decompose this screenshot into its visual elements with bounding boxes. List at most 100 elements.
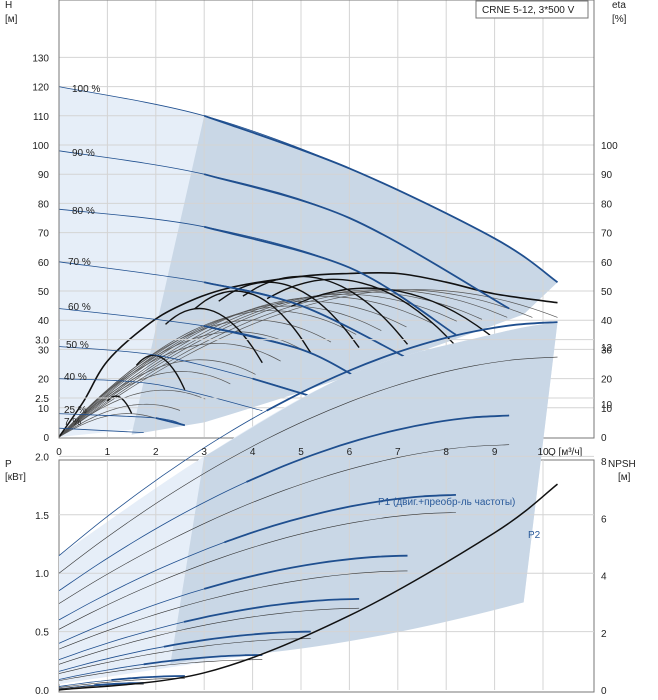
flow-tick-label: 2 — [153, 447, 159, 458]
npsh-tick-label: 12 — [601, 343, 613, 354]
head-curve-40 — [58, 378, 263, 412]
speed-label: 25 % — [64, 405, 87, 416]
eta-tick-label: 80 — [601, 199, 613, 210]
flow-tick-label: 5 — [298, 447, 304, 458]
power-p1-curve-bold — [143, 654, 263, 666]
eta-tick-label: 70 — [601, 229, 613, 240]
head-curve-bold — [155, 417, 186, 427]
power-tick-label: 2.0 — [35, 452, 49, 463]
power-tick-label: 1.0 — [35, 569, 49, 580]
power-p1-curve-bold — [224, 494, 456, 544]
flow-tick-label: 6 — [347, 447, 353, 458]
flow-tick-label: 10 — [537, 447, 549, 458]
flow-tick-label: 4 — [250, 447, 256, 458]
efficiency-curve-operating — [165, 307, 263, 364]
npsh-axis-name: NPSH — [608, 459, 636, 470]
head-axis-name: H — [5, 0, 12, 11]
efficiency-curve-operating — [291, 287, 510, 352]
head-curve-bold — [203, 225, 457, 336]
eta-tick-label: 50 — [601, 287, 613, 298]
npsh-tick-label: 8 — [601, 457, 607, 468]
npsh-tick-label: 6 — [601, 514, 607, 525]
power-p2-curve — [58, 512, 456, 630]
speed-label: 70 % — [68, 257, 91, 268]
head-tick-label: 90 — [38, 170, 50, 181]
efficiency-curve — [58, 403, 181, 438]
npsh-curve — [58, 483, 558, 691]
power-tick-label: 0.5 — [35, 628, 49, 639]
efficiency-curve — [58, 289, 558, 438]
operating-area — [131, 115, 558, 435]
head-tick-label: 50 — [38, 287, 50, 298]
eta-tick-label: 30 — [601, 345, 613, 356]
npsh-tick-label: 10 — [601, 400, 613, 411]
efficiency-curve — [58, 371, 231, 438]
efficiency-curve — [58, 319, 332, 438]
power-axis-name: P — [5, 459, 12, 470]
npsh-axis-unit: [м] — [618, 472, 631, 483]
head-tick-label: 0 — [43, 433, 49, 444]
head-tick-label: 30 — [38, 345, 50, 356]
speed-label: 100 % — [72, 84, 100, 95]
efficiency-curve-operating — [194, 290, 312, 354]
power-p1-curve-bold — [246, 414, 510, 483]
efficiency-curve — [58, 413, 155, 438]
head-axis-unit: [м] — [5, 14, 18, 25]
power-p2-curve — [58, 607, 360, 665]
power-p1-curve-bold — [266, 321, 558, 412]
speed-label: 7 % — [64, 417, 81, 428]
head-curve-bold — [203, 281, 408, 360]
eta-tick-label: 20 — [601, 375, 613, 386]
flow-axis-label: Q [м³/ч] — [548, 447, 583, 458]
power-p2-curve — [58, 570, 408, 650]
power-p2-curve — [58, 638, 311, 674]
power-p2-curve — [58, 678, 185, 688]
flow-tick-label: 9 — [492, 447, 498, 458]
npsh-tick-label: 2 — [601, 629, 607, 640]
efficiency-curve — [58, 343, 281, 438]
flow-tick-label: 0 — [56, 447, 62, 458]
head-tick-label: 110 — [33, 112, 49, 123]
eta-axis-name: eta — [612, 0, 626, 11]
efficiency-curve-operating — [218, 281, 360, 349]
flow-tick-label: 7 — [395, 447, 401, 458]
head-tick-label: 20 — [38, 375, 50, 386]
head-tick-label: 60 — [38, 258, 50, 269]
speed-label: 40 % — [64, 372, 87, 383]
power-axis-unit: [кВт] — [5, 472, 26, 483]
flow-tick-label: 3 — [201, 447, 207, 458]
head-curve-bold — [203, 114, 559, 283]
eta-tick-label: 0 — [601, 433, 607, 444]
npsh-tick-label: 0 — [601, 686, 607, 697]
power-p2-curve — [58, 659, 263, 681]
eta-tick-label: 100 — [601, 141, 618, 152]
eta-tick-label: 40 — [601, 316, 613, 327]
power-p2-curve — [58, 444, 510, 604]
efficiency-curve — [58, 389, 206, 438]
power-p2-curve — [58, 356, 558, 574]
speed-label: 60 % — [68, 302, 91, 313]
speed-label: 90 % — [72, 148, 95, 159]
efficiency-curve — [58, 331, 306, 438]
power-p1-curve-bold — [163, 630, 311, 648]
power-p1-curve-bold — [203, 554, 408, 590]
speed-label: 50 % — [66, 340, 89, 351]
power-tick-label: 2.5 — [35, 394, 49, 405]
power-tick-label: 1.5 — [35, 511, 49, 522]
title-box — [475, 0, 589, 19]
speed-label: 80 % — [72, 206, 95, 217]
flow-tick-label: 8 — [443, 447, 449, 458]
power-operating-area — [170, 322, 558, 665]
flow-tick-label: 1 — [105, 447, 111, 458]
head-curve-bold — [203, 173, 510, 310]
chart-title: CRNE 5-12, 3*500 V — [482, 5, 575, 16]
eta-tick-label: 60 — [601, 258, 613, 269]
power-p1-curve-bold — [111, 675, 185, 681]
head-curve-7 — [58, 427, 144, 433]
efficiency-envelope-curve — [58, 271, 558, 438]
eta-axis-unit: [%] — [612, 14, 627, 25]
npsh-tick-label: 4 — [601, 572, 607, 583]
p2-label: P2 — [528, 530, 541, 541]
efficiency-curve-operating — [135, 354, 186, 391]
